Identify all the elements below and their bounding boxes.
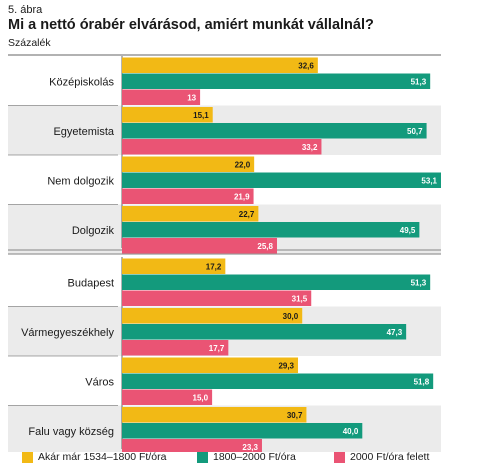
category-label-kozepiskolas: Középiskolás <box>49 76 114 88</box>
figure-label: 5. ábra <box>8 4 43 16</box>
data-label-dolgozik-series-1: 22,7 <box>239 210 255 219</box>
data-label-nem-dolgozik-series-3: 21,9 <box>234 192 250 201</box>
bar-dolgozik-series-3 <box>122 238 277 254</box>
legend-item-series-1: Akár már 1534–1800 Ft/óra <box>22 451 166 463</box>
legend-swatch-series-3 <box>334 451 345 463</box>
bar-nem-dolgozik-series-1 <box>122 156 255 172</box>
data-label-varos-series-2: 51,8 <box>414 377 430 386</box>
chart-title: Mi a nettó órabér elvárásod, amiért munk… <box>8 17 374 33</box>
legend-item-series-2: 1800–2000 Ft/óra <box>197 451 296 463</box>
category-label-varos: Város <box>85 376 114 388</box>
data-label-nem-dolgozik-series-2: 53,1 <box>421 176 437 185</box>
data-label-budapest-series-1: 17,2 <box>206 262 222 271</box>
data-label-falu-vagy-kozseg-series-1: 30,7 <box>287 411 303 420</box>
bar-falu-vagy-kozseg-series-3 <box>122 439 262 452</box>
bar-varmegyeszekhely-series-1 <box>122 308 303 324</box>
legend-swatch-series-1 <box>22 451 33 463</box>
bar-varmegyeszekhely-series-3 <box>122 340 229 356</box>
category-label-varmegyeszekhely: Vármegyeszékhely <box>21 327 114 339</box>
data-label-nem-dolgozik-series-1: 22,0 <box>235 160 251 169</box>
unit-label: Százalék <box>8 37 51 49</box>
data-label-varmegyeszekhely-series-3: 17,7 <box>209 344 225 353</box>
data-label-egyetemista-series-3: 33,2 <box>302 143 318 152</box>
data-label-egyetemista-series-1: 15,1 <box>193 111 209 120</box>
bar-falu-vagy-kozseg-series-1 <box>122 407 307 423</box>
legend-label-series-3: 2000 Ft/óra felett <box>350 451 430 463</box>
data-label-varos-series-3: 15,0 <box>193 393 209 402</box>
bar-kozepiskolas-series-2 <box>122 73 431 89</box>
legend-item-series-3: 2000 Ft/óra felett <box>334 451 429 463</box>
data-label-budapest-series-2: 51,3 <box>411 278 427 287</box>
bar-dolgozik-series-2 <box>122 222 420 238</box>
bar-chart: Középiskolás 32,6 51,3 13 Egyetemista 15,1 50,… <box>8 54 441 452</box>
legend-label-series-1: Akár már 1534–1800 Ft/óra <box>38 451 167 463</box>
bar-falu-vagy-kozseg-series-2 <box>122 423 363 439</box>
data-label-falu-vagy-kozseg-series-3: 23,3 <box>242 443 258 452</box>
data-label-kozepiskolas-series-3: 13 <box>187 93 196 102</box>
legend-label-series-2: 1800–2000 Ft/óra <box>213 451 296 463</box>
data-label-varos-series-1: 29,3 <box>278 361 294 370</box>
data-label-dolgozik-series-3: 25,8 <box>257 242 273 251</box>
bar-nem-dolgozik-series-3 <box>122 188 254 204</box>
category-label-egyetemista: Egyetemista <box>53 126 114 138</box>
data-label-varmegyeszekhely-series-2: 47,3 <box>387 328 403 337</box>
bar-egyetemista-series-1 <box>122 107 213 123</box>
bar-varos-series-1 <box>122 357 299 373</box>
bar-budapest-series-3 <box>122 290 312 306</box>
legend-swatch-series-2 <box>197 451 208 463</box>
bar-egyetemista-series-2 <box>122 123 427 139</box>
bar-varos-series-3 <box>122 389 213 405</box>
data-label-kozepiskolas-series-1: 32,6 <box>298 61 314 70</box>
category-label-nem-dolgozik: Nem dolgozik <box>47 175 114 187</box>
data-label-falu-vagy-kozseg-series-2: 40,0 <box>343 427 359 436</box>
bar-kozepiskolas-series-3 <box>122 89 201 105</box>
bar-nem-dolgozik-series-2 <box>122 172 441 188</box>
data-label-egyetemista-series-2: 50,7 <box>407 127 423 136</box>
bar-kozepiskolas-series-1 <box>122 57 318 73</box>
category-label-budapest: Budapest <box>68 277 114 289</box>
bar-varos-series-2 <box>122 373 434 389</box>
chart-legend: Akár már 1534–1800 Ft/óra 1800–2000 Ft/ó… <box>0 451 484 469</box>
bar-budapest-series-2 <box>122 274 431 290</box>
bar-dolgozik-series-1 <box>122 206 259 222</box>
data-label-kozepiskolas-series-2: 51,3 <box>411 77 427 86</box>
bar-budapest-series-1 <box>122 258 226 274</box>
category-label-dolgozik: Dolgozik <box>72 225 115 237</box>
data-label-budapest-series-3: 31,5 <box>292 294 308 303</box>
bar-varmegyeszekhely-series-2 <box>122 324 407 340</box>
category-label-falu-vagy-kozseg: Falu vagy község <box>28 426 114 438</box>
bar-egyetemista-series-3 <box>122 139 322 155</box>
data-label-dolgozik-series-2: 49,5 <box>400 226 416 235</box>
data-label-varmegyeszekhely-series-1: 30,0 <box>283 312 299 321</box>
